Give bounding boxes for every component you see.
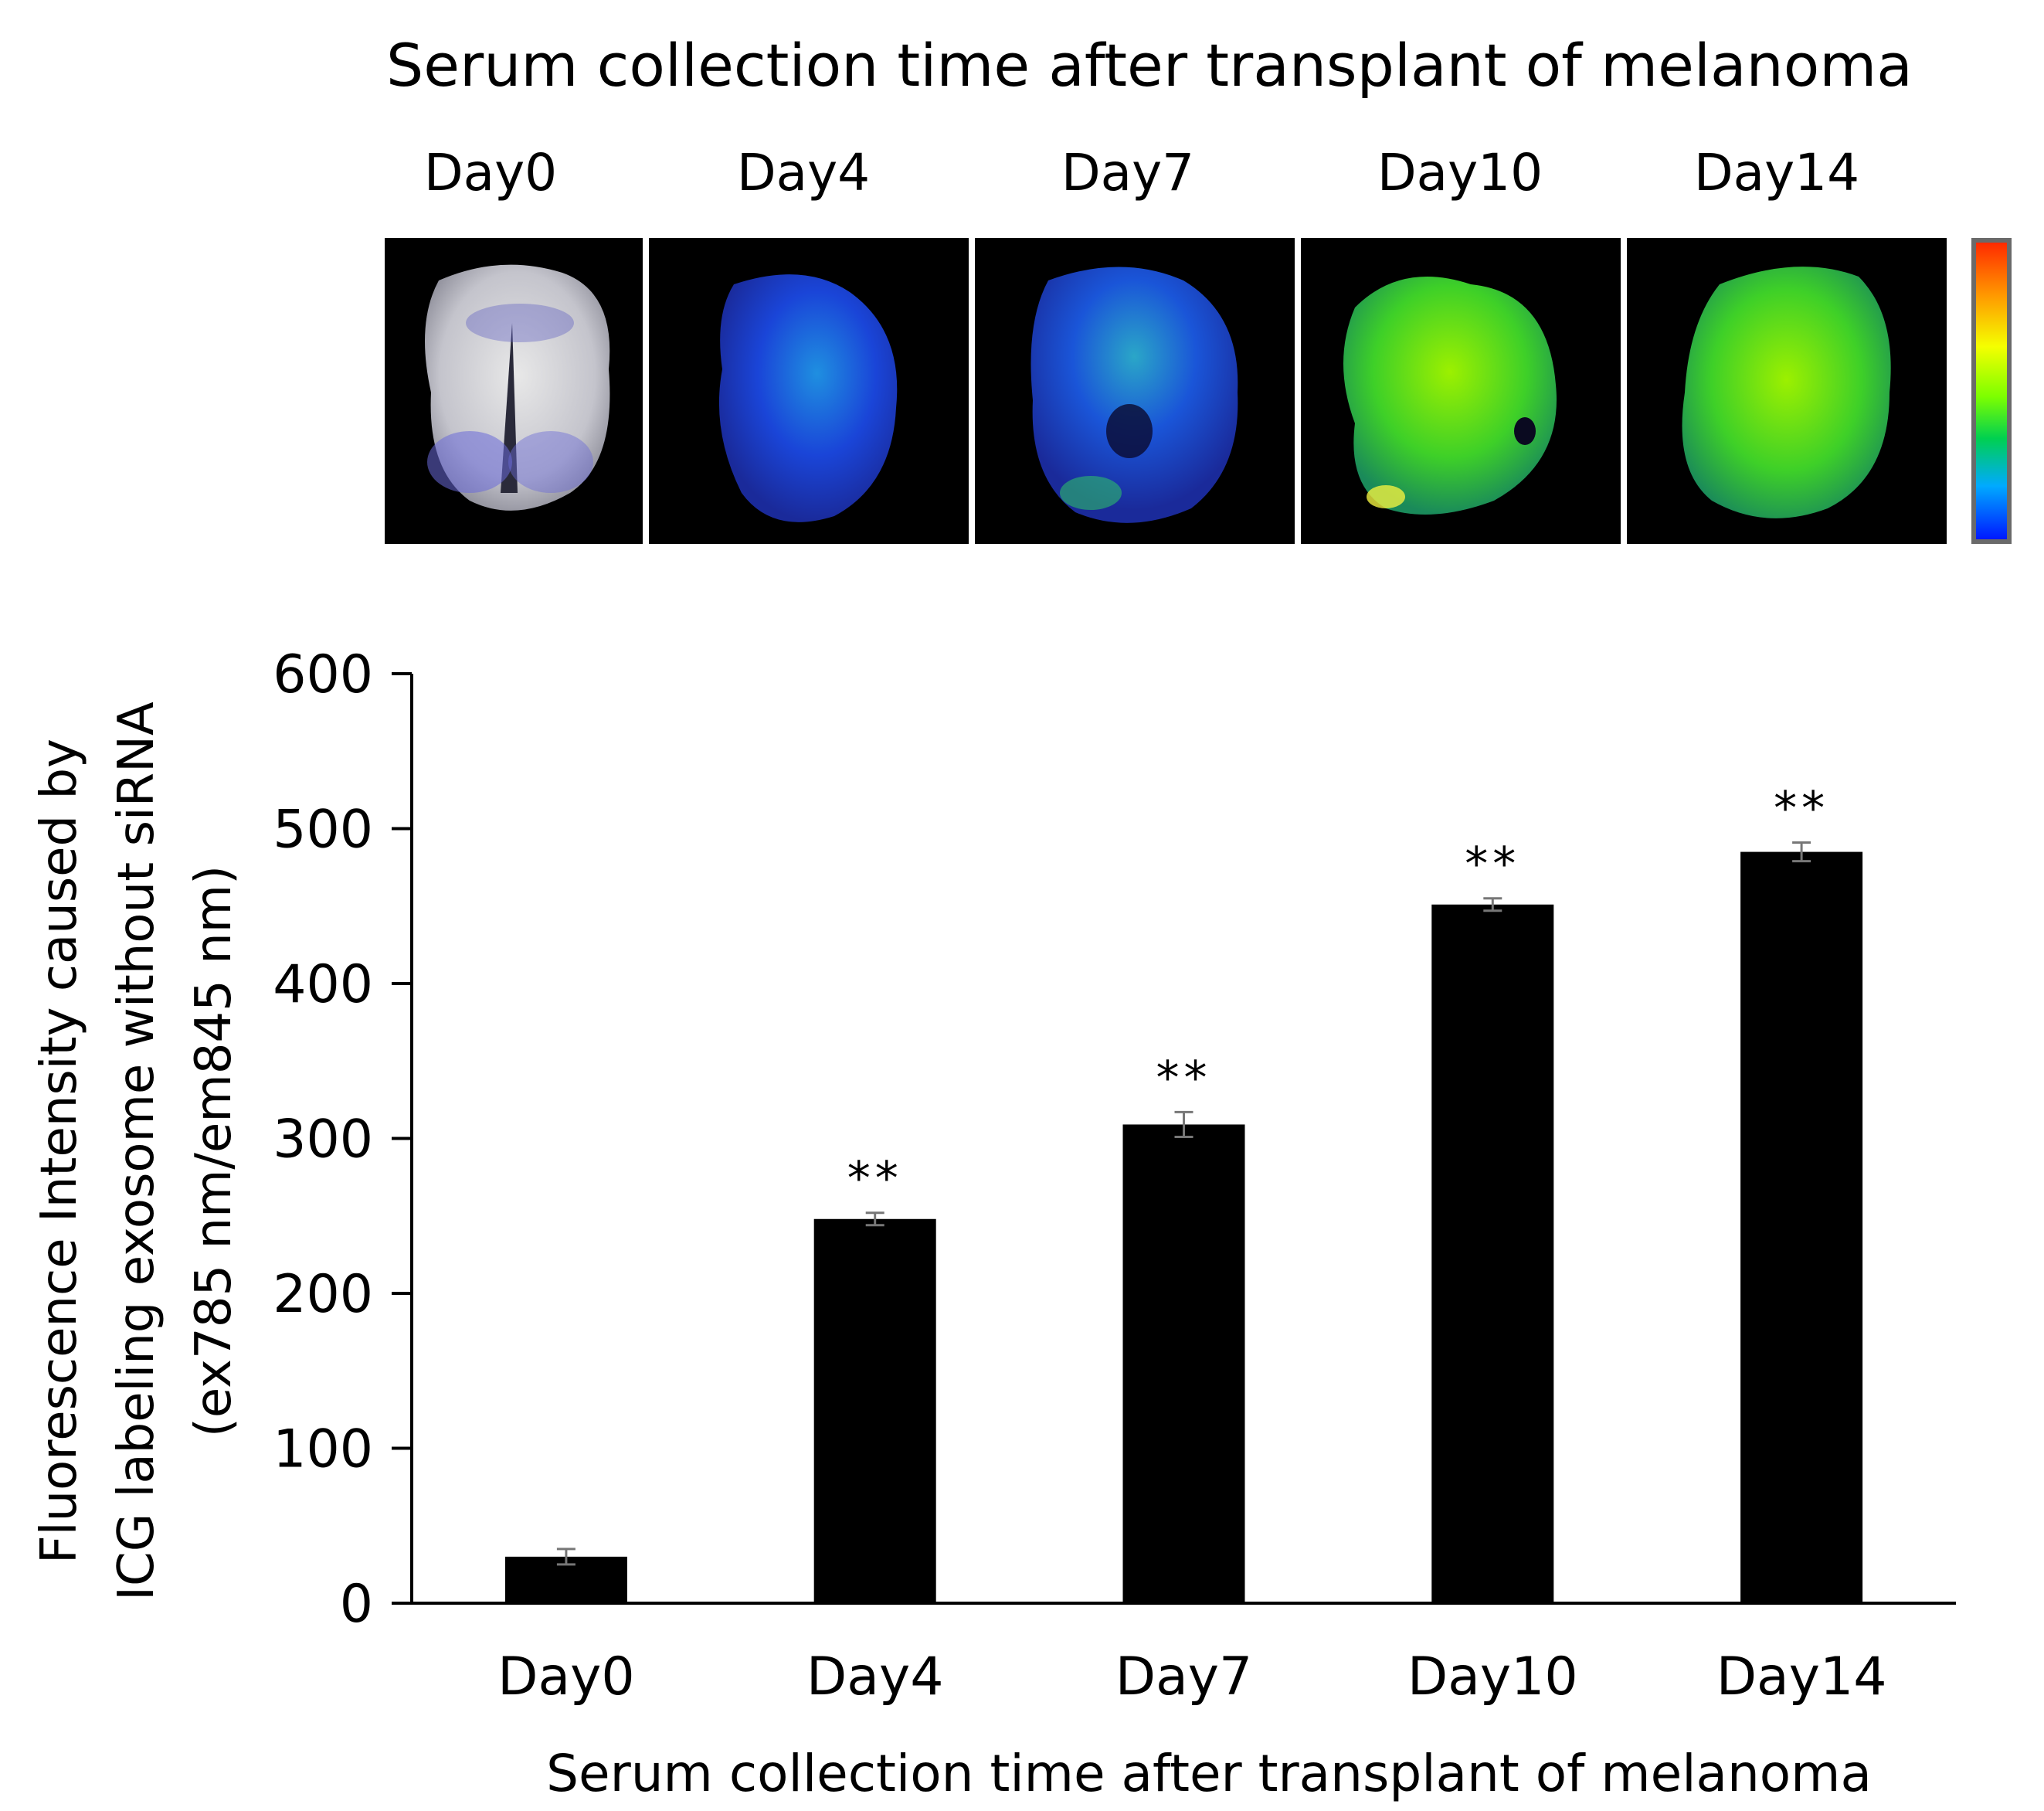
intensity-colorbar: [1971, 238, 2012, 544]
fluorescence-image-day4: [649, 238, 969, 544]
bar-day14: [1740, 851, 1863, 1603]
y-tick-label-0: 0: [340, 1574, 373, 1635]
significance-day4: **: [847, 1152, 903, 1206]
image-label-day4: Day4: [736, 143, 871, 202]
fluorescence-image-day10: [1301, 238, 1621, 544]
y-tick-label-300: 300: [273, 1109, 373, 1171]
y-tick-label-100: 100: [273, 1419, 373, 1480]
bar-day4: [813, 1218, 936, 1603]
image-label-day0: Day0: [423, 143, 558, 202]
image-label-day10: Day10: [1377, 143, 1543, 202]
y-tick-label-400: 400: [273, 954, 373, 1015]
significance-day14: **: [1774, 782, 1829, 836]
y-tick-label-600: 600: [273, 644, 373, 705]
significance-day10: **: [1465, 838, 1520, 892]
x-tick-label-day0: Day0: [497, 1646, 635, 1707]
y-axis-title-line3: (ex785 nm/em845 nm): [185, 865, 243, 1437]
bar-day7: [1122, 1124, 1245, 1603]
image-label-day7: Day7: [1061, 143, 1195, 202]
y-tick-label-200: 200: [273, 1264, 373, 1325]
y-axis-title: Fluorescence Intensity caused by ICG lab…: [31, 702, 243, 1601]
fluorescence-image-day7: [975, 238, 1295, 544]
bar-day10: [1431, 904, 1554, 1603]
fluorescence-image-day0: [385, 238, 643, 544]
significance-day7: **: [1156, 1051, 1212, 1105]
fluorescence-image-day14: [1627, 238, 1947, 544]
x-axis-title: Serum collection time after transplant o…: [546, 1744, 1872, 1803]
x-tick-label-day7: Day7: [1115, 1646, 1253, 1707]
y-axis-title-line1: Fluorescence Intensity caused by: [31, 739, 88, 1564]
y-axis-title-line2: ICG labeling exosome without siRNA: [108, 702, 165, 1601]
x-tick-label-day14: Day14: [1716, 1646, 1887, 1707]
y-tick-label-500: 500: [273, 800, 373, 861]
image-label-day14: Day14: [1693, 143, 1860, 202]
x-tick-label-day4: Day4: [806, 1646, 944, 1707]
image-panel-title: Serum collection time after transplant o…: [386, 31, 1913, 100]
x-tick-label-day10: Day10: [1407, 1646, 1578, 1707]
